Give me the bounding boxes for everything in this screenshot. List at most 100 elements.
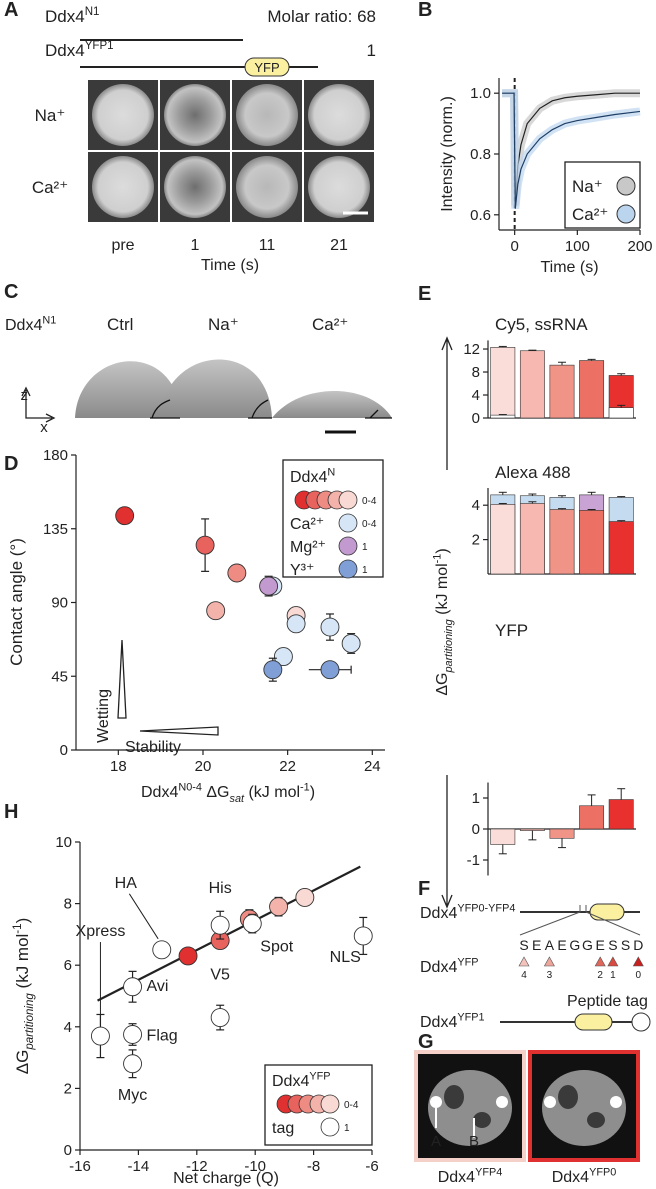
point-label: NLS — [330, 949, 361, 966]
y-tick-label: 45 — [51, 668, 68, 685]
text-part: YFP1 — [457, 1011, 484, 1023]
text-part: Ddx4 — [5, 317, 42, 334]
axis-arrow — [441, 336, 453, 909]
point — [263, 660, 283, 680]
point — [195, 535, 215, 555]
caption: Ddx4YFP4 — [438, 1166, 503, 1186]
point — [123, 1025, 143, 1044]
legend-note: 1 — [362, 565, 368, 576]
y-tick-label: 6 — [64, 957, 72, 974]
text-part: partitioning — [24, 993, 36, 1051]
point-label: V5 — [210, 967, 230, 984]
droplet — [308, 84, 370, 146]
point — [242, 914, 262, 934]
sequence-letter: S — [621, 937, 630, 953]
point — [123, 977, 143, 997]
legend-note: 0-4 — [344, 1100, 359, 1111]
legend-note: 1 — [362, 542, 368, 553]
text-part: YFP — [309, 1070, 330, 1082]
point — [210, 915, 230, 935]
text-part: -1 — [300, 781, 310, 793]
text-part: YFP0-YFP4 — [457, 902, 515, 914]
x-tick-label: 18 — [110, 758, 127, 775]
yfp-capsule — [589, 903, 625, 921]
point — [227, 563, 247, 583]
bar — [608, 521, 634, 575]
chart-title: Cy5, ssRNA — [495, 315, 588, 334]
sequence-letter: S — [519, 937, 528, 953]
point-label: Xpress — [76, 923, 126, 940]
nucleus — [542, 1070, 626, 1146]
point — [320, 660, 340, 680]
bar — [490, 414, 516, 419]
row-label: Ca²⁺ — [32, 178, 68, 197]
bar — [519, 503, 545, 575]
text-part: Ddx4 — [420, 1014, 457, 1031]
point — [353, 926, 373, 946]
panel-label: H — [4, 801, 18, 823]
tag-label: YFP — [254, 60, 279, 75]
spot-label: A — [431, 1133, 441, 1150]
time-label: 21 — [330, 237, 348, 254]
y-tick-label: 0 — [472, 821, 480, 838]
axis-label: z — [21, 387, 29, 404]
text-part: N1 — [85, 6, 100, 18]
legend-note: 1 — [344, 1123, 350, 1134]
condition-label: Na⁺ — [208, 315, 239, 334]
bar — [490, 828, 516, 845]
text-part: (kJ mol — [13, 934, 32, 994]
bar — [519, 350, 545, 419]
droplet-image — [272, 391, 392, 418]
construct-label: Ddx4N1 — [45, 6, 99, 26]
text-part: Ddx4 — [45, 41, 85, 60]
point — [178, 946, 198, 966]
y-tick-label: 180 — [43, 447, 68, 464]
droplet — [92, 156, 154, 218]
bleach-spot — [430, 1096, 442, 1108]
site-label: 3 — [547, 970, 553, 981]
y-tick-label: 1 — [472, 790, 480, 807]
series-line — [502, 92, 641, 209]
axis-label: x — [40, 419, 48, 436]
axis-title: Contact angle (°) — [7, 538, 26, 666]
axis-title: Time (s) — [201, 257, 259, 274]
y-tick-label: 135 — [43, 521, 68, 538]
angle-mark — [150, 399, 180, 419]
axis-arrows — [21, 386, 56, 423]
point — [341, 634, 361, 653]
y-tick-label: 0 — [64, 1142, 72, 1159]
bar — [579, 510, 605, 575]
y-tick-label: 0 — [60, 742, 68, 759]
text-part: sat — [230, 793, 245, 805]
y-tick-label: 10 — [55, 834, 72, 851]
construct-label: Ddx4YFP1 — [45, 40, 114, 60]
panel-label: G — [418, 1031, 434, 1053]
legend-label: Mg²⁺ — [290, 539, 326, 556]
point — [152, 940, 172, 960]
construct-label: Ddx4N1 — [5, 314, 56, 334]
sequence-letter: S — [608, 937, 617, 953]
bar — [490, 504, 516, 575]
site-label: 2 — [597, 970, 603, 981]
text-part: YFP4 — [475, 1166, 502, 1178]
bar — [490, 346, 516, 419]
row-label: Na⁺ — [35, 106, 66, 125]
bar — [549, 828, 575, 839]
y-tick-label: 8 — [472, 364, 480, 381]
yfp-capsule — [244, 57, 290, 77]
bar — [608, 407, 634, 419]
legend-swatch — [338, 536, 358, 556]
caption: Ddx4YFP0 — [552, 1166, 617, 1186]
y-tick-label: 0.6 — [470, 207, 491, 224]
panel-label: A — [4, 0, 18, 21]
axis-title: ΔGpartitioning (kJ mol-1) — [431, 548, 455, 695]
droplet — [308, 156, 370, 218]
condition-label: Ca²⁺ — [312, 315, 348, 334]
text-part: ΔG — [202, 784, 230, 801]
legend-note: 0-4 — [362, 496, 377, 507]
sequence-letter: E — [532, 937, 541, 953]
site-label: 4 — [521, 970, 527, 981]
text-part: Ddx4 — [141, 784, 178, 801]
legend-swatch — [320, 1117, 340, 1137]
x-tick-label: -10 — [244, 1158, 266, 1175]
